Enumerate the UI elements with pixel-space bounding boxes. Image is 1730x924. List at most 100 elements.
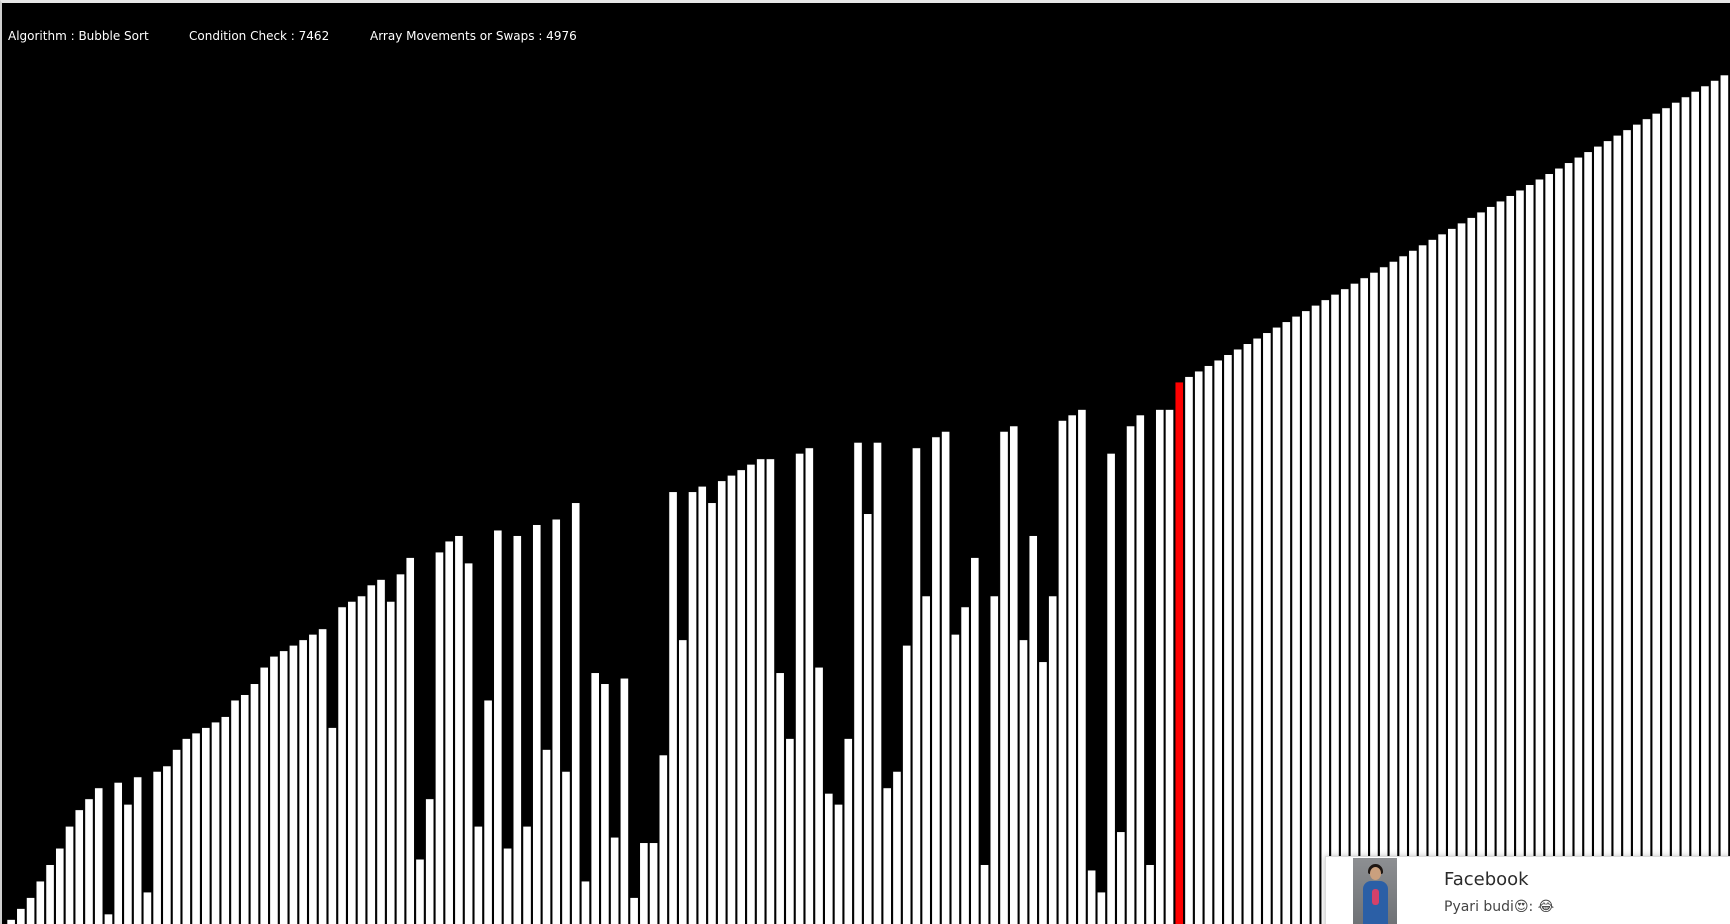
array-bar (1272, 326, 1282, 924)
array-bar (366, 584, 376, 924)
array-bar (269, 655, 279, 924)
array-bar (1106, 453, 1116, 924)
array-bar (240, 694, 250, 924)
array-bar (551, 518, 561, 924)
array-bar (1281, 321, 1291, 924)
array-bar (532, 524, 542, 924)
array-bar (1505, 195, 1515, 924)
array-bar (152, 771, 162, 924)
array-bar (727, 475, 736, 924)
array-bar (1058, 420, 1067, 924)
array-bar (1535, 178, 1544, 924)
array-bar (775, 672, 785, 924)
array-bar (1145, 864, 1155, 924)
array-bar (1340, 288, 1350, 924)
array-bar (35, 880, 45, 924)
array-bar (1496, 200, 1505, 924)
array-bar (55, 847, 65, 924)
array-bar (396, 573, 405, 924)
array-bar (503, 847, 512, 924)
array-bar (970, 557, 980, 924)
array-bar (45, 864, 55, 924)
array-bar (1622, 129, 1632, 924)
array-bar (863, 513, 873, 924)
array-bar (1028, 535, 1038, 924)
array-bar (1135, 414, 1145, 924)
array-bar (902, 645, 912, 924)
array-bar (1320, 299, 1330, 924)
algorithm-label: Algorithm : Bubble Sort (8, 29, 149, 43)
array-bar (1486, 206, 1496, 924)
array-bar (1242, 343, 1252, 924)
notification-toast[interactable]: Facebook Pyari budi😍: 😂 (1325, 856, 1730, 924)
array-bar (610, 836, 620, 924)
array-bar (1681, 96, 1690, 924)
array-bar (941, 431, 951, 924)
array-bar (142, 891, 152, 924)
array-bar (386, 601, 396, 924)
array-bar (483, 699, 493, 924)
swaps-label: Array Movements or Swaps : 4976 (370, 29, 577, 43)
array-bar (931, 436, 941, 924)
array-bar (1019, 639, 1028, 924)
array-bar (1311, 305, 1320, 924)
array-bar (1603, 140, 1612, 924)
array-bar (211, 721, 220, 924)
array-bar (1165, 409, 1174, 924)
array-bar (619, 677, 629, 924)
array-bar (892, 771, 902, 924)
array-bar (678, 639, 688, 924)
array-bar (1252, 337, 1262, 924)
array-bar (230, 699, 240, 924)
array-bar (1126, 425, 1135, 924)
array-bar (318, 628, 328, 924)
array-bar (1301, 310, 1311, 924)
array-bar (989, 595, 999, 924)
array-bar (288, 645, 298, 924)
array-bar (1612, 135, 1622, 924)
array-bar (629, 897, 639, 924)
array-bar (600, 683, 610, 924)
array-bar (1515, 189, 1525, 924)
array-bar (1379, 266, 1389, 924)
array-bar (279, 650, 289, 924)
array-bar (1690, 91, 1700, 924)
active-bar (1174, 381, 1184, 924)
array-bar (1710, 80, 1720, 924)
array-bar (1204, 365, 1213, 924)
array-bar (950, 634, 960, 924)
array-bar (220, 716, 230, 924)
array-bar (1554, 167, 1564, 924)
array-bar (1651, 113, 1661, 924)
array-bar (765, 458, 775, 924)
array-bar (834, 804, 843, 924)
array-bar (357, 595, 366, 924)
array-bar (853, 442, 863, 924)
array-bar (960, 606, 970, 924)
array-bar (756, 458, 766, 924)
array-bar (298, 639, 308, 924)
array-bar (26, 897, 35, 924)
array-bar (1048, 595, 1058, 924)
toast-message: Pyari budi😍: 😂 (1444, 899, 1555, 915)
array-bar (1544, 173, 1554, 924)
array-bar (181, 738, 191, 924)
array-bar (697, 485, 707, 924)
array-bar (1661, 107, 1671, 924)
array-bar (162, 765, 172, 924)
array-bar (1194, 370, 1204, 924)
array-bar (1350, 283, 1359, 924)
array-bar (1330, 294, 1340, 924)
array-bar (1116, 831, 1126, 924)
array-bar (259, 666, 269, 924)
array-bar (1233, 348, 1243, 924)
array-bar (337, 606, 347, 924)
array-bar (1525, 184, 1535, 924)
array-bar (464, 562, 474, 924)
array-bar (795, 453, 805, 924)
array-bar (814, 666, 824, 924)
array-bar (1719, 74, 1729, 924)
array-bar (1408, 250, 1418, 924)
array-bar (1388, 261, 1398, 924)
array-bar (843, 738, 853, 924)
